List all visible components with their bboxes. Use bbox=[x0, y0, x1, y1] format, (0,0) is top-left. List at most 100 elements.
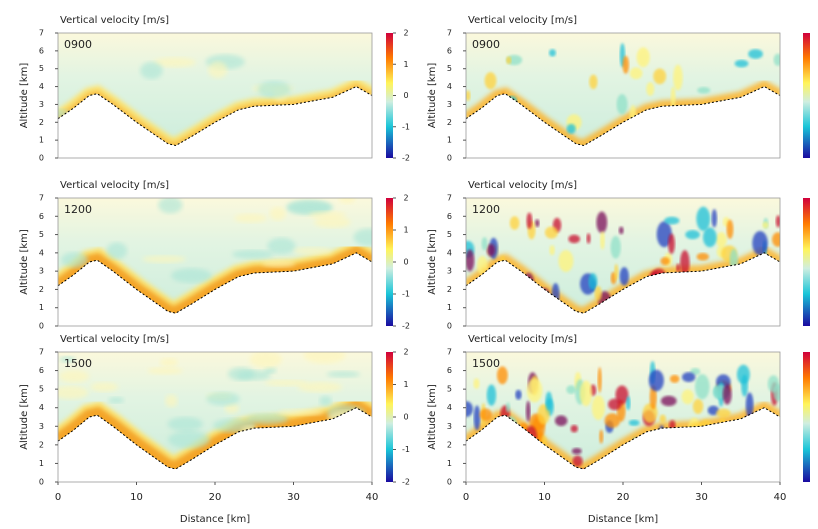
field-blob bbox=[762, 221, 769, 229]
field-blob bbox=[167, 416, 203, 432]
field-blob bbox=[653, 148, 659, 157]
field-blob bbox=[269, 206, 286, 221]
field-blob bbox=[326, 371, 361, 378]
field-blob bbox=[466, 90, 471, 102]
field-blob bbox=[745, 413, 758, 430]
y-tick-label: 7 bbox=[447, 29, 452, 38]
field-blob bbox=[147, 367, 183, 375]
field-blob bbox=[709, 450, 722, 468]
field-blob bbox=[540, 435, 547, 456]
field-blob bbox=[293, 247, 333, 255]
field-blob bbox=[629, 292, 641, 306]
field-blob bbox=[641, 294, 654, 314]
field-blob bbox=[752, 230, 768, 256]
field-blob bbox=[548, 49, 556, 57]
field-blob bbox=[486, 244, 496, 257]
field-blob bbox=[696, 439, 704, 448]
y-tick-label: 6 bbox=[39, 212, 44, 221]
field-blob bbox=[702, 227, 717, 248]
field-blob bbox=[525, 425, 538, 448]
field-blob bbox=[734, 59, 749, 68]
field-blob bbox=[600, 230, 605, 250]
field-blob bbox=[277, 408, 325, 416]
field-blob bbox=[558, 250, 574, 272]
field-blob bbox=[770, 452, 777, 469]
field-blob bbox=[742, 290, 754, 302]
panel-title: Vertical velocity [m/s] bbox=[468, 334, 577, 345]
field-blob bbox=[264, 379, 308, 387]
y-tick-label: 0 bbox=[39, 154, 44, 163]
field-blob bbox=[258, 438, 278, 445]
y-axis-label: Altitude [km] bbox=[19, 63, 30, 129]
y-tick-label: 2 bbox=[447, 440, 452, 449]
field-blob bbox=[487, 458, 496, 469]
field-blob bbox=[767, 375, 780, 393]
velocity-field bbox=[58, 198, 372, 314]
field-blob bbox=[525, 112, 532, 129]
colorbar bbox=[386, 33, 393, 158]
y-tick-label: 7 bbox=[447, 348, 452, 357]
field-blob bbox=[637, 305, 642, 314]
field-blob bbox=[288, 201, 334, 214]
field-blob bbox=[501, 91, 506, 116]
field-blob bbox=[703, 147, 713, 157]
y-tick-label: 2 bbox=[39, 118, 44, 127]
field-blob bbox=[267, 237, 296, 255]
field-blob bbox=[171, 268, 212, 283]
y-tick-label: 0 bbox=[39, 322, 44, 331]
field-blob bbox=[566, 123, 576, 134]
field-blob bbox=[691, 301, 703, 314]
field-blob bbox=[748, 437, 763, 447]
field-blob bbox=[158, 198, 183, 214]
y-axis-label: Altitude [km] bbox=[427, 229, 438, 295]
field-blob bbox=[633, 447, 644, 469]
field-blob bbox=[763, 446, 776, 469]
field-blob bbox=[748, 49, 763, 59]
x-tick-label: 40 bbox=[366, 492, 379, 503]
y-tick-label: 0 bbox=[447, 154, 452, 163]
field-blob bbox=[106, 242, 128, 260]
field-blob bbox=[313, 216, 351, 228]
field-blob bbox=[682, 278, 697, 288]
y-tick-label: 5 bbox=[39, 230, 44, 239]
y-axis-label: Altitude [km] bbox=[427, 384, 438, 450]
field-blob bbox=[683, 443, 689, 464]
field-blob bbox=[568, 234, 581, 244]
field-blob bbox=[614, 264, 619, 281]
field-blob bbox=[639, 118, 648, 130]
field-blob bbox=[655, 458, 671, 469]
field-blob bbox=[652, 289, 665, 296]
field-blob bbox=[747, 135, 760, 146]
field-blob bbox=[711, 209, 717, 228]
field-blob bbox=[735, 316, 742, 326]
field-blob bbox=[526, 212, 533, 229]
field-blob bbox=[513, 293, 527, 305]
field-blob bbox=[513, 452, 527, 469]
field-blob bbox=[696, 252, 710, 261]
field-blob bbox=[551, 283, 560, 307]
y-tick-label: 3 bbox=[39, 422, 44, 431]
field-blob bbox=[618, 226, 624, 235]
field-blob bbox=[549, 245, 555, 256]
field-blob bbox=[297, 381, 343, 393]
field-blob bbox=[249, 352, 282, 368]
field-blob bbox=[659, 471, 673, 490]
panel: 0 1 2 3 4 5 6 7 Altitude [km] Vertical velocity [… bbox=[427, 15, 810, 163]
field-blob bbox=[523, 272, 535, 294]
field-blob bbox=[724, 281, 739, 297]
field-blob bbox=[670, 86, 676, 109]
field-blob bbox=[608, 452, 620, 469]
y-tick-label: 6 bbox=[447, 212, 452, 221]
field-blob bbox=[736, 134, 752, 146]
field-blob bbox=[213, 418, 256, 433]
terrain-line bbox=[57, 407, 373, 470]
field-blob bbox=[740, 101, 749, 121]
field-blob bbox=[468, 463, 479, 469]
field-blob bbox=[707, 405, 719, 416]
y-tick-label: 0 bbox=[39, 478, 44, 487]
colorbar-tick-label: 2 bbox=[403, 194, 408, 203]
time-label: 1500 bbox=[472, 357, 500, 370]
field-blob bbox=[622, 55, 630, 74]
field-blob bbox=[485, 435, 494, 443]
field-blob bbox=[626, 396, 631, 411]
